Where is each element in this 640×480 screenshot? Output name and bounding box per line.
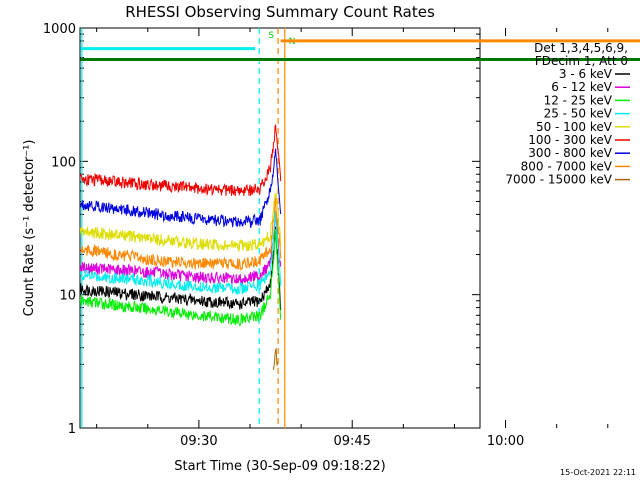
x-tick-label: 09:45 bbox=[333, 434, 370, 449]
series-line-4 bbox=[79, 192, 282, 252]
series-line-2 bbox=[79, 229, 282, 327]
legend-label: 50 - 100 keV bbox=[536, 120, 613, 134]
series-line-7 bbox=[79, 197, 282, 272]
series-line-6 bbox=[79, 148, 282, 228]
legend-label: 6 - 12 keV bbox=[551, 80, 613, 94]
legend-header-line: Det 1,3,4,5,6,9, bbox=[534, 41, 628, 55]
plot-frame bbox=[79, 27, 481, 429]
flag-label: S bbox=[268, 31, 274, 41]
y-tick-label: 1000 bbox=[43, 22, 76, 37]
series-line-8 bbox=[273, 347, 279, 370]
generated-timestamp: 15-Oct-2021 22:11 bbox=[560, 468, 636, 477]
legend-label: 3 - 6 keV bbox=[559, 67, 613, 81]
y-tick-label: 100 bbox=[51, 155, 76, 170]
legend-header-line: FDecim 1, Att 0 bbox=[535, 54, 628, 68]
x-tick-label: 10:00 bbox=[487, 434, 524, 449]
x-tick-label: 09:30 bbox=[180, 434, 217, 449]
x-axis-label: Start Time (30-Sep-09 09:18:22) bbox=[174, 459, 385, 474]
series-line-3 bbox=[79, 211, 282, 295]
y-axis-label: Count Rate (s⁻¹ detector⁻¹) bbox=[22, 140, 37, 317]
y-tick-label: 1 bbox=[68, 422, 76, 437]
series-line-5 bbox=[79, 124, 282, 197]
y-tick-label: 10 bbox=[59, 289, 76, 304]
chart-title: RHESSI Observing Summary Count Rates bbox=[125, 3, 435, 21]
legend-label: 800 - 7000 keV bbox=[521, 159, 613, 173]
legend-label: 25 - 50 keV bbox=[544, 107, 613, 121]
legend-label: 100 - 300 keV bbox=[528, 133, 612, 147]
series-line-0 bbox=[79, 226, 282, 311]
legend-label: 12 - 25 keV bbox=[544, 93, 613, 107]
legend-label: 300 - 800 keV bbox=[528, 146, 612, 160]
legend-label: 7000 - 15000 keV bbox=[505, 173, 612, 187]
